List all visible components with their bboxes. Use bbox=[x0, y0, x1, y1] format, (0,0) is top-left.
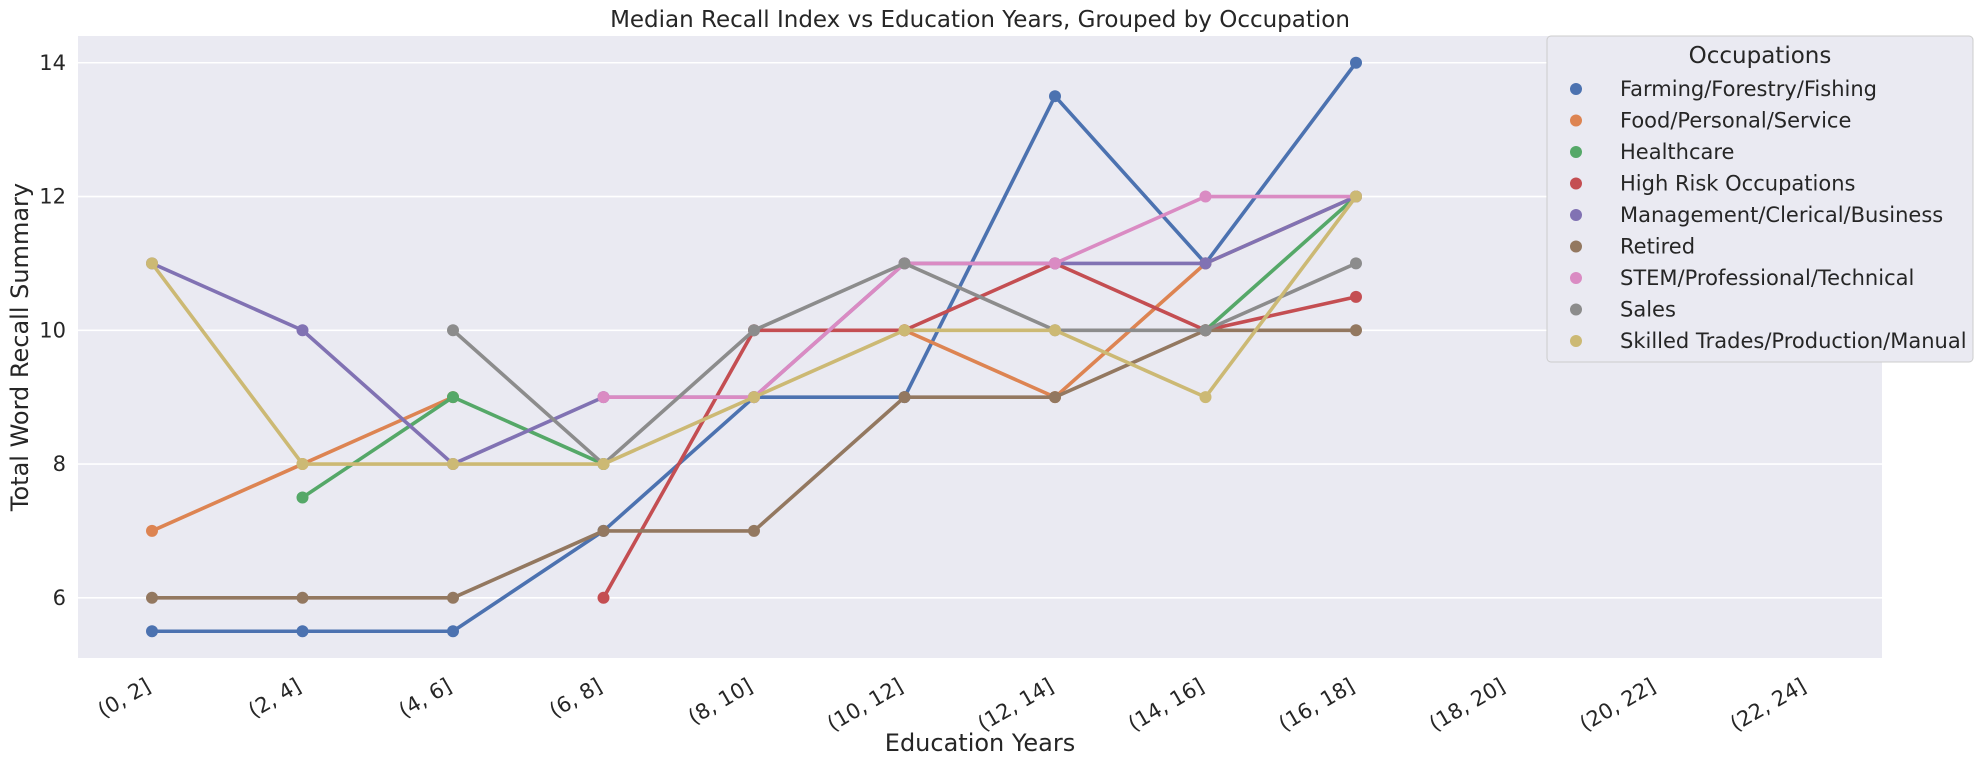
y-axis-label: Total Word Recall Summary bbox=[6, 183, 34, 512]
data-point bbox=[146, 591, 158, 604]
series-layer bbox=[146, 56, 1362, 638]
y-tick-label: 6 bbox=[53, 586, 66, 610]
legend-label: Healthcare bbox=[1620, 140, 1734, 164]
legend-marker bbox=[1570, 177, 1582, 190]
data-point bbox=[447, 591, 459, 604]
data-point bbox=[1049, 90, 1061, 103]
data-point bbox=[1350, 190, 1362, 203]
data-point bbox=[1350, 290, 1362, 303]
legend-marker bbox=[1570, 114, 1582, 127]
legend-marker bbox=[1570, 209, 1582, 221]
legend-marker bbox=[1570, 303, 1582, 316]
legend-label: Farming/Forestry/Fishing bbox=[1620, 77, 1877, 101]
legend-label: STEM/Professional/Technical bbox=[1620, 266, 1914, 290]
data-point bbox=[597, 391, 610, 404]
data-point bbox=[748, 391, 760, 404]
data-point bbox=[1049, 391, 1061, 404]
legend-label: Retired bbox=[1620, 235, 1695, 259]
legend-marker bbox=[1570, 146, 1582, 158]
data-point bbox=[1199, 190, 1212, 203]
data-point bbox=[597, 591, 610, 604]
data-point bbox=[1049, 324, 1061, 337]
legend-marker bbox=[1570, 272, 1582, 284]
data-point bbox=[296, 324, 309, 337]
legend-label: High Risk Occupations bbox=[1620, 172, 1855, 196]
data-point bbox=[898, 257, 911, 270]
y-tick-label: 14 bbox=[39, 51, 66, 75]
data-point bbox=[898, 324, 911, 337]
x-tick-label: (14, 16] bbox=[1124, 674, 1208, 736]
data-point bbox=[1199, 391, 1212, 404]
data-point bbox=[296, 625, 309, 638]
series-skilled-trades-production-manual bbox=[146, 190, 1362, 471]
x-tick-label: (18, 20] bbox=[1425, 674, 1509, 736]
data-point bbox=[146, 625, 158, 638]
data-point bbox=[1350, 56, 1362, 69]
x-tick-label: (10, 12] bbox=[823, 674, 907, 736]
x-axis-label: Education Years bbox=[885, 729, 1075, 757]
x-tick-label: (12, 14] bbox=[973, 674, 1057, 736]
x-tick-label: (8, 10] bbox=[684, 674, 756, 730]
series-line bbox=[1203, 194, 1358, 333]
legend: Occupations Farming/Forestry/Fishing Food… bbox=[1546, 35, 1974, 363]
data-point bbox=[447, 391, 459, 404]
legend-label: Management/Clerical/Business bbox=[1620, 203, 1943, 227]
legend-marker bbox=[1570, 335, 1582, 347]
legend-label: Food/Personal/Service bbox=[1620, 109, 1851, 133]
x-tick-label: (16, 18] bbox=[1274, 674, 1358, 736]
data-point bbox=[597, 524, 610, 537]
data-point bbox=[146, 257, 158, 270]
chart-title: Median Recall Index vs Education Years, … bbox=[610, 7, 1350, 33]
x-tick-label: (20, 22] bbox=[1575, 674, 1659, 736]
legend-box bbox=[1546, 35, 1974, 363]
data-point bbox=[1049, 257, 1061, 270]
data-point bbox=[1350, 257, 1362, 270]
data-point bbox=[748, 524, 760, 537]
legend-marker bbox=[1570, 240, 1582, 253]
data-point bbox=[447, 324, 459, 337]
y-tick-label: 8 bbox=[53, 452, 66, 476]
x-tick-label: (22, 24] bbox=[1726, 674, 1810, 736]
data-point bbox=[597, 458, 610, 471]
data-point bbox=[447, 458, 459, 471]
legend-title: Occupations bbox=[1689, 43, 1832, 69]
x-tick-label: (0, 2] bbox=[94, 674, 155, 723]
y-tick-label: 10 bbox=[39, 318, 66, 342]
data-point bbox=[296, 491, 309, 504]
x-tick-label: (6, 8] bbox=[545, 674, 606, 723]
data-point bbox=[296, 591, 309, 604]
data-point bbox=[898, 391, 911, 404]
series-line bbox=[601, 194, 1358, 399]
data-point bbox=[1199, 324, 1212, 337]
y-tick-label: 12 bbox=[39, 185, 66, 209]
data-point bbox=[748, 324, 760, 337]
x-tick-label: (4, 6] bbox=[395, 674, 456, 723]
legend-marker bbox=[1570, 83, 1582, 95]
data-point bbox=[296, 458, 309, 471]
data-point bbox=[447, 625, 459, 638]
data-point bbox=[1350, 324, 1362, 337]
data-point bbox=[146, 524, 158, 537]
data-point bbox=[1199, 257, 1212, 270]
x-tick-label: (2, 4] bbox=[244, 674, 305, 723]
legend-label: Sales bbox=[1620, 298, 1676, 322]
legend-label: Skilled Trades/Production/Manual bbox=[1620, 329, 1967, 353]
